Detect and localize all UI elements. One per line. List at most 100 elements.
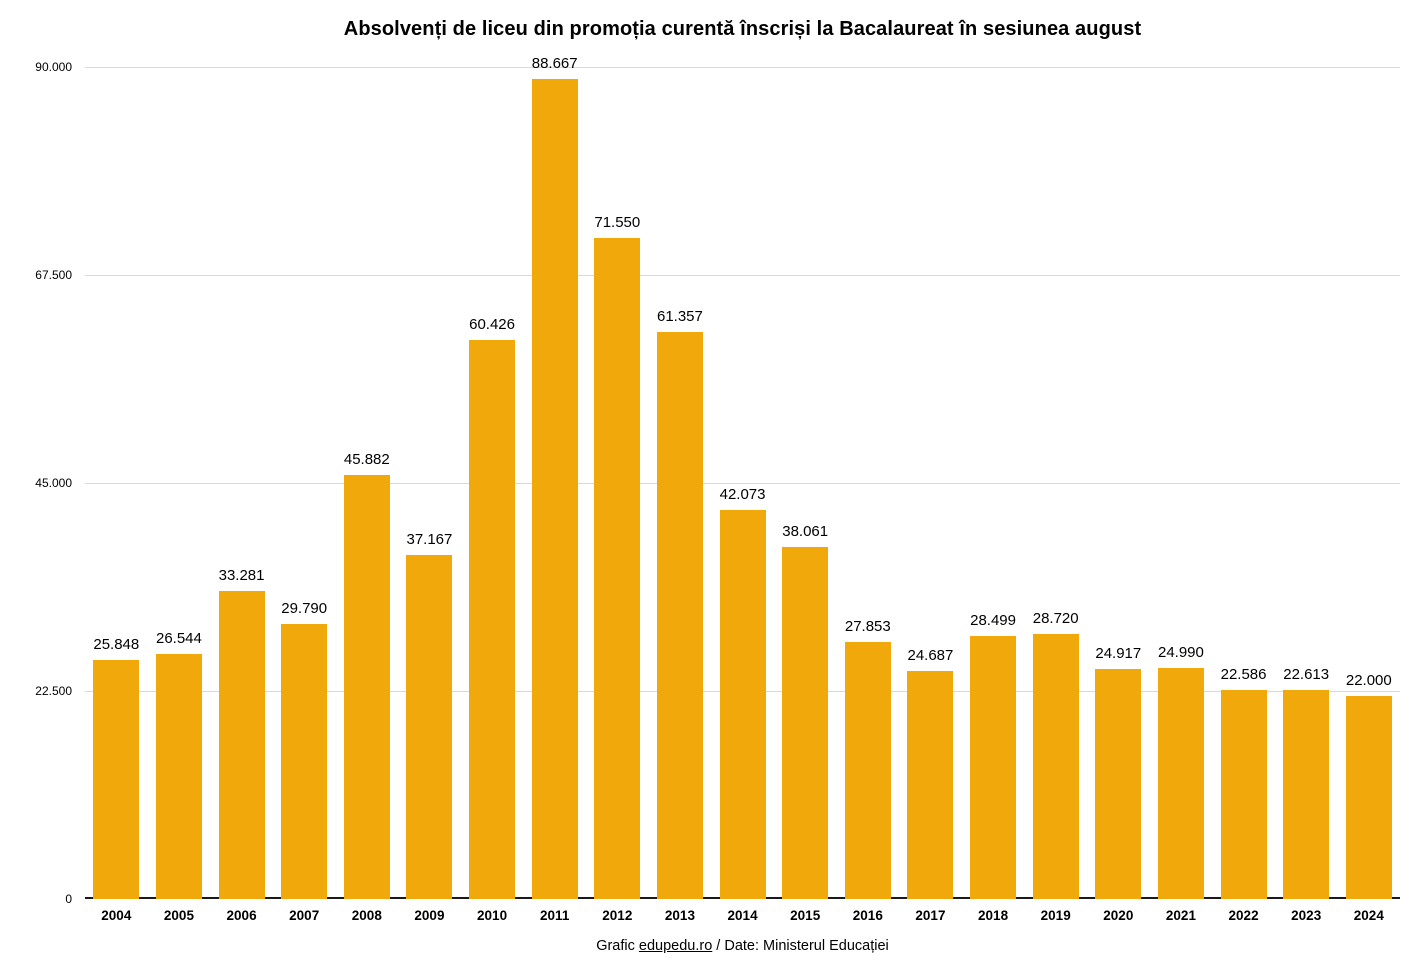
bar-2022 <box>1220 690 1267 899</box>
bar-2007 <box>281 623 328 899</box>
x-axis-label-2019: 2019 <box>1040 908 1071 923</box>
bar-column-2008: 45.882 2008 <box>336 67 399 923</box>
x-axis-label-2004: 2004 <box>101 908 132 923</box>
x-axis-label-2015: 2015 <box>790 908 821 923</box>
y-axis-labels: 90.000 67.500 45.000 22.500 0 <box>0 60 72 906</box>
bar-column-2012: 71.550 2012 <box>586 67 649 923</box>
bar-column-2005: 26.544 2005 <box>148 67 211 923</box>
bar-column-2011: 88.667 2011 <box>523 55 586 923</box>
bar-2004 <box>93 660 140 899</box>
bar-value-label-2013: 61.357 <box>656 307 703 325</box>
x-axis-label-2009: 2009 <box>414 908 445 923</box>
x-axis-label-2017: 2017 <box>915 908 946 923</box>
gridline-67.500 <box>85 275 1400 276</box>
bar-value-label-2015: 38.061 <box>782 523 829 541</box>
footer-edupedu-link[interactable]: edupedu.ro <box>638 938 713 954</box>
x-axis-label-2024: 2024 <box>1353 908 1384 923</box>
bar-value-label-2024: 22.000 <box>1345 671 1392 689</box>
bar-2009 <box>406 555 453 899</box>
bar-2008 <box>343 474 390 899</box>
bar-2020 <box>1095 668 1142 899</box>
bar-column-2018: 28.499 2018 <box>962 67 1025 923</box>
bar-column-2019: 28.720 2019 <box>1024 67 1087 923</box>
bar-column-2009: 37.167 2009 <box>398 67 461 923</box>
bar-2024 <box>1345 695 1392 899</box>
bar-column-2007: 29.790 2007 <box>273 67 336 923</box>
x-axis-label-2007: 2007 <box>289 908 320 923</box>
bar-value-label-2009: 37.167 <box>406 531 453 549</box>
bars: 25.848 2004 26.544 2005 33.281 2006 29.790 2007… <box>85 55 1401 923</box>
y-tick-label-0: 0 <box>65 892 72 906</box>
x-axis-label-2014: 2014 <box>727 908 758 923</box>
x-axis-label-2021: 2021 <box>1165 908 1196 923</box>
bar-2019 <box>1032 633 1079 899</box>
bar-2023 <box>1283 689 1330 899</box>
bar-column-2015: 38.061 2015 <box>774 67 837 923</box>
bar-column-2024: 22.000 2024 <box>1338 67 1401 923</box>
bar-value-label-2010: 60.426 <box>469 316 516 334</box>
bar-value-label-2023: 22.613 <box>1283 665 1330 683</box>
bar-2016 <box>844 641 891 899</box>
x-axis-label-2020: 2020 <box>1103 908 1134 923</box>
bar-value-label-2022: 22.586 <box>1220 666 1267 684</box>
bar-2011 <box>531 79 578 899</box>
bar-2012 <box>594 237 641 899</box>
bar-value-label-2014: 42.073 <box>719 486 766 504</box>
bar-value-label-2019: 28.720 <box>1032 609 1079 627</box>
bar-value-label-2011: 88.667 <box>531 55 578 73</box>
bar-2021 <box>1157 667 1204 899</box>
bar-2005 <box>155 653 202 899</box>
bar-column-2023: 22.613 2023 <box>1275 67 1338 923</box>
bar-value-label-2017: 24.687 <box>907 646 954 664</box>
bar-column-2022: 22.586 2022 <box>1212 67 1275 923</box>
bar-column-2010: 60.426 2010 <box>461 67 524 923</box>
bar-value-label-2004: 25.848 <box>93 636 140 654</box>
bar-2017 <box>907 670 954 899</box>
x-axis-label-2008: 2008 <box>351 908 382 923</box>
x-axis-label-2022: 2022 <box>1228 908 1259 923</box>
bar-2006 <box>218 591 265 899</box>
bar-value-label-2020: 24.917 <box>1095 644 1142 662</box>
bar-column-2004: 25.848 2004 <box>85 67 148 923</box>
footer-source-suffix: / Date: Ministerul Educației <box>712 938 889 954</box>
x-axis-label-2011: 2011 <box>540 908 570 923</box>
gridline-90.000 <box>85 67 1400 68</box>
plot-area: 25.848 2004 26.544 2005 33.281 2006 29.790 2007… <box>85 55 1401 923</box>
y-tick-label-67.500: 67.500 <box>35 268 72 282</box>
bar-2010 <box>469 340 516 899</box>
x-axis-label-2010: 2010 <box>477 908 508 923</box>
bar-2015 <box>782 547 829 899</box>
y-tick-label-90.000: 90.000 <box>35 60 72 74</box>
y-tick-label-45.000: 45.000 <box>35 476 72 490</box>
bar-value-label-2007: 29.790 <box>281 599 328 617</box>
bar-value-label-2012: 71.550 <box>594 213 641 231</box>
chart-title: Absolvenți de liceu din promoția curentă… <box>343 18 1142 40</box>
bar-2013 <box>656 331 703 899</box>
bar-column-2006: 33.281 2006 <box>210 67 273 923</box>
bar-2014 <box>719 510 766 899</box>
bar-column-2016: 27.853 2016 <box>837 67 900 923</box>
bar-value-label-2005: 26.544 <box>155 629 202 647</box>
bar-value-label-2006: 33.281 <box>218 567 265 585</box>
x-axis-label-2006: 2006 <box>226 908 257 923</box>
chart-footer: Grafic edupedu.ro / Date: Ministerul Edu… <box>85 938 1400 954</box>
x-axis-label-2023: 2023 <box>1291 908 1322 923</box>
bar-value-label-2008: 45.882 <box>343 450 390 468</box>
bar-value-label-2018: 28.499 <box>970 611 1017 629</box>
bar-column-2020: 24.917 2020 <box>1087 67 1150 923</box>
bar-value-label-2016: 27.853 <box>844 617 891 635</box>
gridline-45.000 <box>85 483 1400 484</box>
bar-column-2013: 61.357 2013 <box>649 67 712 923</box>
x-axis-label-2013: 2013 <box>664 908 695 923</box>
bar-column-2014: 42.073 2014 <box>711 67 774 923</box>
x-axis-label-2012: 2012 <box>602 908 633 923</box>
x-axis-label-2005: 2005 <box>163 908 194 923</box>
footer-credit-prefix: Grafic <box>596 938 639 954</box>
bar-column-2017: 24.687 2017 <box>899 67 962 923</box>
x-axis-label-2018: 2018 <box>978 908 1009 923</box>
y-tick-label-22.500: 22.500 <box>35 684 72 698</box>
x-axis-label-2016: 2016 <box>852 908 883 923</box>
bar-value-label-2021: 24.990 <box>1157 643 1204 661</box>
bar-column-2021: 24.990 2021 <box>1150 67 1213 923</box>
